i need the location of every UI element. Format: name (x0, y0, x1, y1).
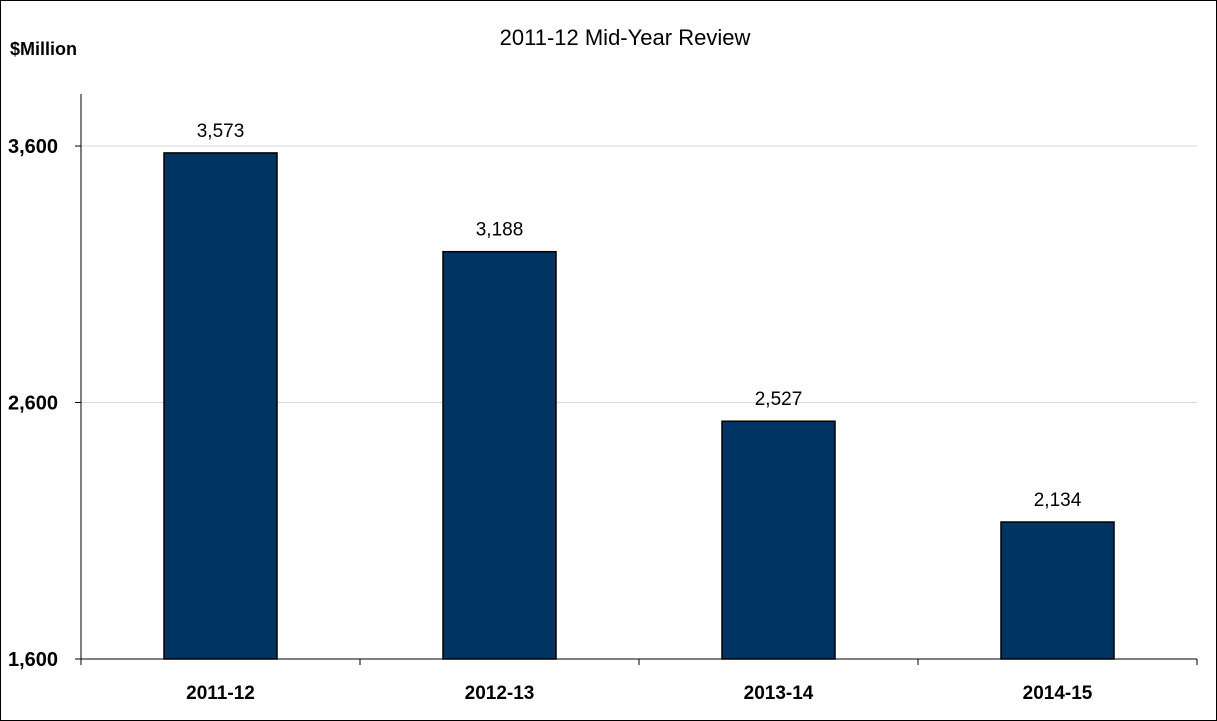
data-label: 2,134 (1034, 490, 1082, 511)
y-tick-label: 3,600 (8, 136, 58, 158)
bar-2014-15 (1000, 521, 1115, 660)
data-label: 3,188 (476, 220, 524, 241)
x-tick-label: 2012-13 (465, 683, 535, 704)
y-axis-label: $Million (10, 39, 77, 59)
x-tick-label: 2013-14 (744, 683, 814, 704)
chart-title: 2011-12 Mid-Year Review (500, 25, 751, 50)
axes: 1,600 2,600 3,600 2011-12 2012-13 2013-14 2014… (8, 94, 1198, 704)
data-labels: 3,573 3,188 2,527 2,134 (197, 121, 1082, 511)
bar-2013-14 (721, 420, 836, 660)
bar-2012-13 (442, 250, 557, 660)
data-label: 3,573 (197, 121, 245, 142)
y-tick-label: 2,600 (8, 393, 58, 415)
bars (163, 152, 1115, 660)
x-tick-label: 2011-12 (186, 683, 255, 704)
x-tick-label: 2014-15 (1023, 683, 1093, 704)
data-label: 2,527 (755, 389, 803, 410)
y-tick-label: 1,600 (8, 649, 58, 671)
bar-2011-12 (163, 152, 278, 660)
